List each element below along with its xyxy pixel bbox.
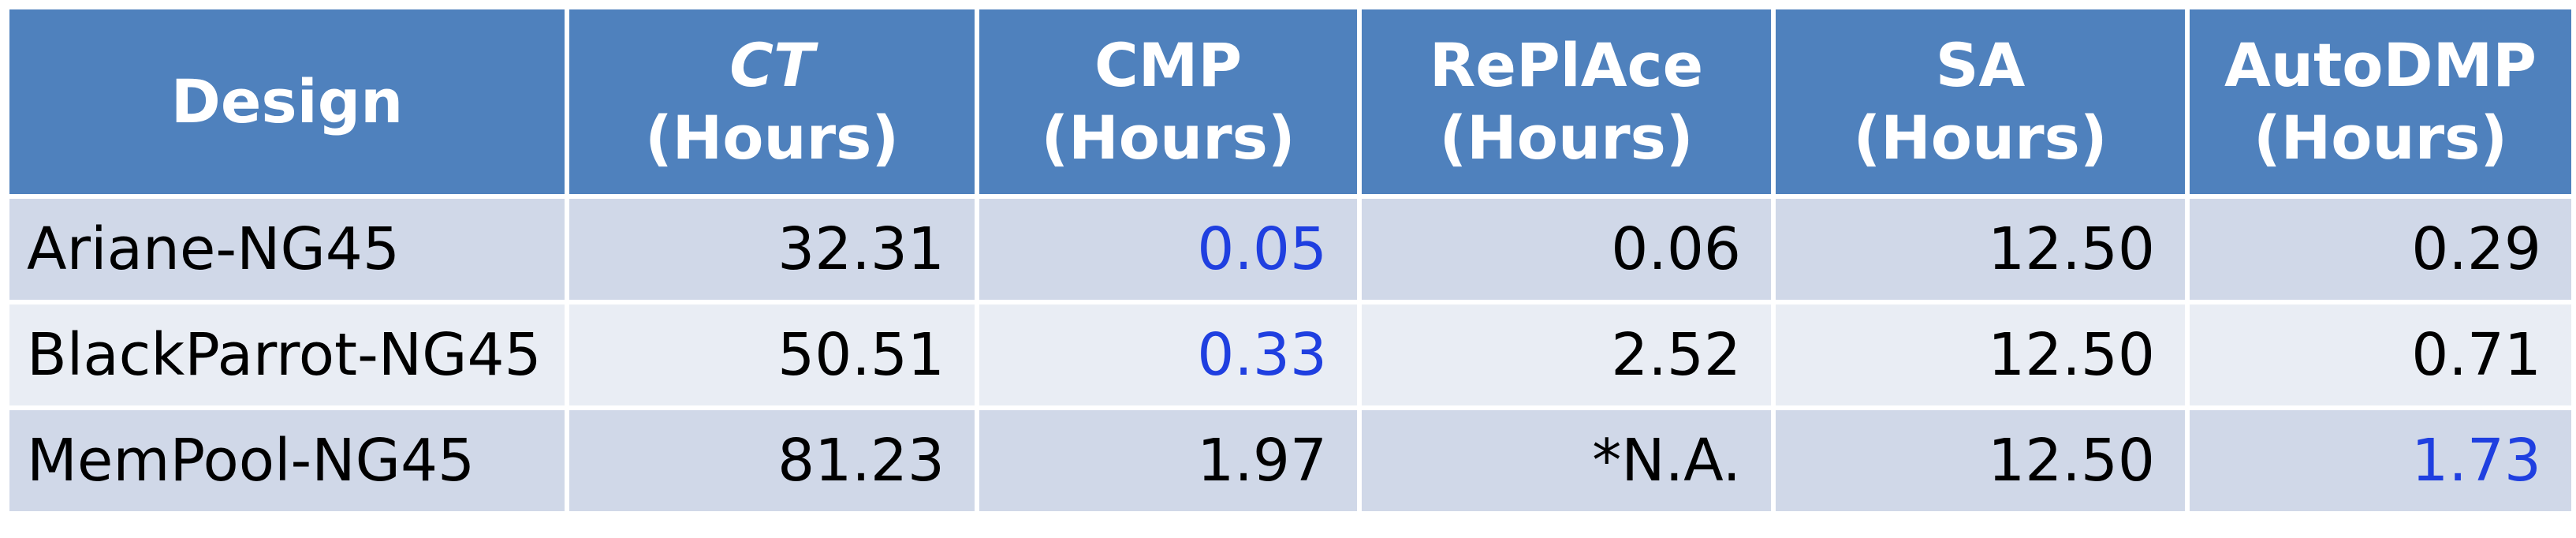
header-cmp-unit: (Hours) [1041,103,1295,173]
cell-ct: 50.51 [565,300,979,410]
header-cmp: CMP (Hours) [975,5,1362,199]
header-autodmp-label: AutoDMP [2224,30,2537,100]
cell-sa: 12.50 [1771,194,2190,304]
cell-replace: 0.06 [1357,194,1776,304]
header-autodmp: AutoDMP (Hours) [2185,5,2576,199]
cell-ct: 32.31 [565,194,979,304]
cell-autodmp: 1.73 [2185,405,2576,516]
header-cmp-label: CMP [1094,30,1243,100]
header-design-label: Design [170,66,404,136]
runtime-table: Design CT (Hours) CMP (Hours) RePlAce (H… [5,5,2576,516]
cell-cmp: 0.33 [975,300,1362,410]
header-autodmp-unit: (Hours) [2253,103,2508,173]
table-row: MemPool-NG45 81.23 1.97 *N.A. 12.50 1.73 [5,405,2576,516]
cell-cmp: 0.05 [975,194,1362,304]
header-replace-unit: (Hours) [1439,103,1694,173]
table-row: Ariane-NG45 32.31 0.05 0.06 12.50 0.29 [5,194,2576,304]
cell-ct: 81.23 [565,405,979,516]
header-row: Design CT (Hours) CMP (Hours) RePlAce (H… [5,5,2576,199]
cell-replace: 2.52 [1357,300,1776,410]
header-sa-label: SA [1935,30,2026,100]
cell-replace: *N.A. [1357,405,1776,516]
header-replace: RePlAce (Hours) [1357,5,1776,199]
header-replace-label: RePlAce [1429,30,1704,100]
header-ct-unit: (Hours) [644,103,900,173]
cell-autodmp: 0.29 [2185,194,2576,304]
cell-design: MemPool-NG45 [5,405,569,516]
header-ct: CT (Hours) [565,5,979,199]
cell-design: Ariane-NG45 [5,194,569,304]
cell-design: BlackParrot-NG45 [5,300,569,410]
table-row: BlackParrot-NG45 50.51 0.33 2.52 12.50 0… [5,300,2576,410]
cell-sa: 12.50 [1771,300,2190,410]
header-design: Design [5,5,569,199]
header-ct-label: CT [729,30,815,100]
cell-sa: 12.50 [1771,405,2190,516]
cell-autodmp: 0.71 [2185,300,2576,410]
header-sa: SA (Hours) [1771,5,2190,199]
header-sa-unit: (Hours) [1853,103,2108,173]
cell-cmp: 1.97 [975,405,1362,516]
